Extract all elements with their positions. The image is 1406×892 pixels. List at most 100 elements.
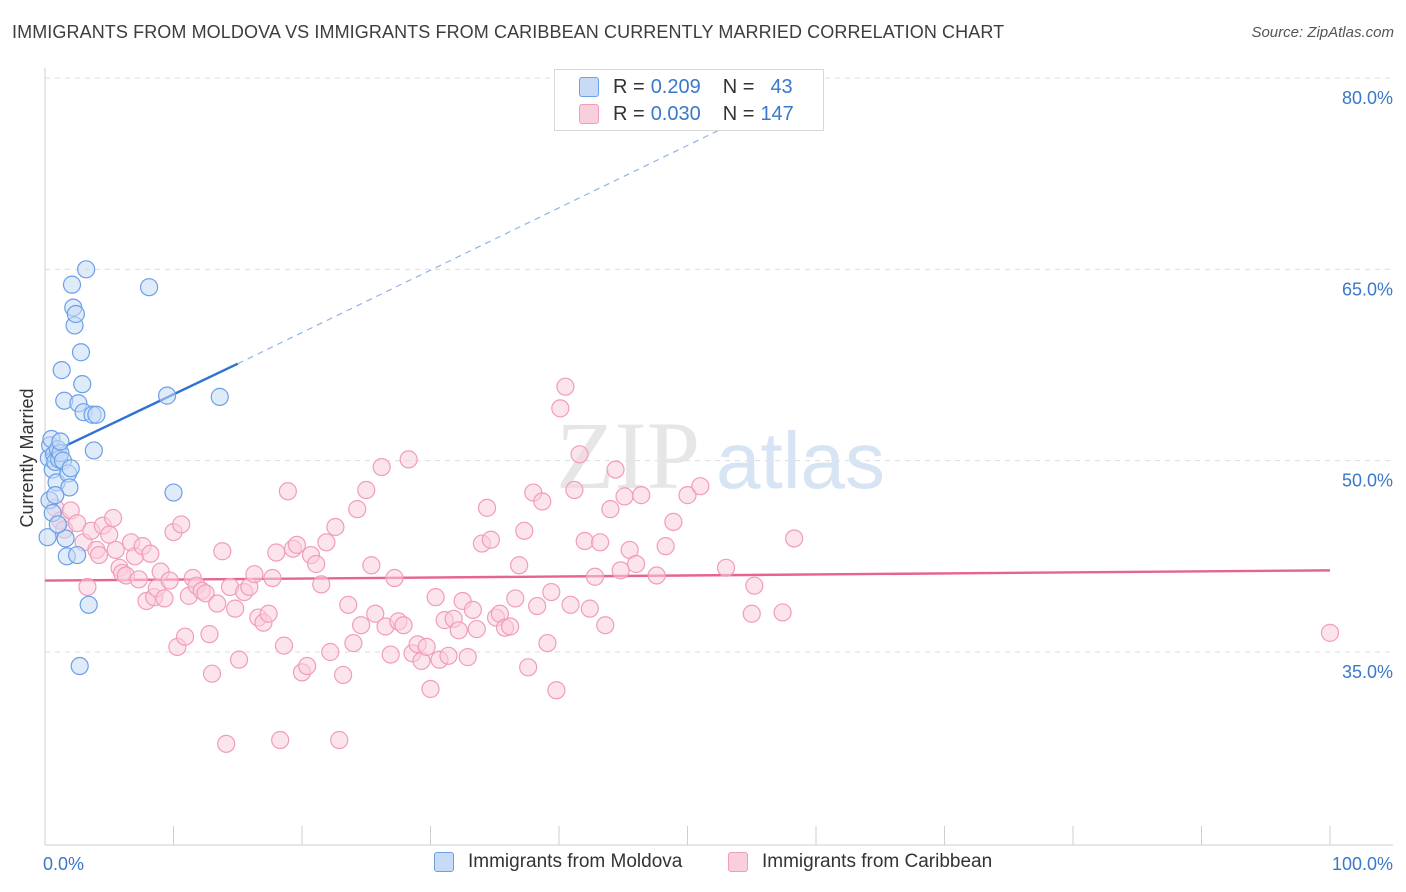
caribbean-point-85 — [417, 637, 436, 656]
caribbean-point-69 — [344, 633, 363, 653]
caribbean-point-77 — [381, 645, 400, 664]
moldova-point-26 — [71, 343, 91, 362]
caribbean-legend-swatch — [728, 852, 748, 872]
legend-item-caribbean: Immigrants from Caribbean — [728, 851, 992, 873]
chart-title: IMMIGRANTS FROM MOLDOVA VS IMMIGRANTS FR… — [12, 22, 1005, 42]
stats-row-caribbean: R = 0.030 N = 147 — [579, 102, 794, 126]
moldova-point-11 — [52, 361, 71, 380]
caribbean-point-65 — [326, 517, 345, 537]
y-tick-label-65: 65.0% — [1342, 279, 1393, 299]
caribbean-point-114 — [551, 399, 570, 418]
moldova-point-33 — [87, 405, 106, 424]
stats-row-moldova: R = 0.209 N = 43 — [579, 75, 793, 99]
n-label: N = — [722, 75, 755, 98]
caribbean-point-37 — [200, 625, 219, 644]
caribbean-point-27 — [160, 571, 179, 590]
caribbean-point-41 — [217, 734, 236, 753]
caribbean-point-94 — [458, 648, 477, 667]
caribbean-point-104 — [506, 589, 525, 608]
caribbean-point-138 — [745, 576, 764, 595]
caribbean-point-140 — [785, 529, 804, 548]
r-label: R = — [613, 75, 645, 98]
caribbean-point-121 — [585, 567, 605, 586]
caribbean-point-86 — [421, 679, 440, 699]
moldova-point-41 — [210, 387, 229, 406]
caribbean-point-126 — [611, 561, 630, 580]
caribbean-point-98 — [477, 498, 497, 517]
caribbean-point-120 — [580, 599, 599, 618]
caribbean-point-78 — [385, 568, 404, 588]
moldova-trend-line — [44, 362, 239, 457]
gridlines — [45, 77, 1393, 653]
caribbean-point-64 — [321, 642, 340, 662]
caribbean-point-117 — [565, 480, 584, 500]
caribbean-point-38 — [202, 664, 222, 683]
r-label: R = — [613, 102, 645, 125]
caribbean-point-63 — [317, 533, 336, 552]
caribbean-point-113 — [547, 681, 566, 700]
caribbean-point-57 — [287, 535, 306, 554]
caribbean-point-81 — [399, 450, 418, 469]
y-tick-label-35: 35.0% — [1342, 662, 1393, 682]
caribbean-point-131 — [647, 566, 666, 585]
caribbean-point-71 — [352, 616, 371, 635]
series-moldova-points — [38, 260, 229, 676]
caribbean-point-111 — [538, 633, 557, 653]
caribbean-point-44 — [229, 650, 249, 669]
caribbean-point-80 — [394, 616, 413, 635]
caribbean-point-12 — [104, 508, 123, 528]
caribbean-point-43 — [226, 599, 245, 618]
caribbean-point-22 — [141, 544, 160, 563]
caribbean-point-125 — [606, 460, 625, 479]
moldova-point-25 — [70, 656, 89, 676]
moldova-point-19 — [62, 275, 82, 294]
caribbean-point-95 — [463, 600, 483, 620]
moldova-point-23 — [68, 545, 87, 565]
watermark-atlas: atlas — [716, 416, 885, 505]
caribbean-point-62 — [312, 575, 331, 594]
series-legend: Immigrants from Moldova Immigrants from … — [0, 851, 1406, 877]
caribbean-point-70 — [348, 500, 367, 519]
legend-item-moldova: Immigrants from Moldova — [434, 851, 682, 873]
series-caribbean-points — [46, 377, 1340, 753]
caribbean-point-116 — [561, 595, 580, 614]
r-value: 0.209 — [650, 75, 701, 98]
caribbean-point-50 — [259, 604, 278, 623]
legend-label-caribbean: Immigrants from Caribbean — [762, 851, 993, 872]
caribbean-point-13 — [106, 540, 125, 560]
caribbean-point-110 — [533, 492, 552, 511]
caribbean-point-129 — [626, 554, 646, 574]
caribbean-point-11 — [100, 525, 119, 544]
caribbean-point-106 — [515, 521, 534, 540]
caribbean-point-72 — [357, 480, 376, 500]
caribbean-point-36 — [196, 584, 215, 603]
caribbean-point-67 — [334, 665, 353, 685]
moldova-point-29 — [77, 260, 96, 279]
caribbean-point-90 — [439, 646, 458, 665]
caribbean-point-130 — [632, 486, 651, 505]
caribbean-point-51 — [263, 568, 282, 588]
moldova-point-32 — [84, 441, 103, 460]
caribbean-point-134 — [678, 486, 697, 505]
caribbean-point-119 — [575, 531, 594, 551]
caribbean-point-26 — [155, 589, 174, 608]
caribbean-point-4 — [68, 514, 87, 533]
legend-label-moldova: Immigrants from Moldova — [468, 851, 683, 872]
y-tick-label-80: 80.0% — [1342, 88, 1393, 108]
moldova-point-42 — [48, 515, 67, 534]
source-credit: Source: ZipAtlas.com — [1251, 24, 1394, 41]
moldova-point-36 — [46, 486, 65, 505]
tick-labels: 35.0% 50.0% 65.0% 80.0% 0.0% 100.0% — [43, 88, 1393, 874]
caribbean-point-19 — [129, 570, 148, 589]
caribbean-point-52 — [267, 543, 286, 562]
caribbean-point-107 — [519, 658, 538, 677]
caribbean-point-115 — [556, 377, 575, 396]
zipatlas-watermark: ZIP atlas — [556, 402, 885, 509]
moldova-point-37 — [51, 432, 70, 451]
caribbean-point-73 — [362, 556, 381, 575]
y-axis-title: Currently Married — [17, 388, 37, 527]
caribbean-point-141 — [1320, 623, 1340, 642]
caribbean-point-123 — [596, 616, 615, 635]
caribbean-point-137 — [742, 604, 761, 623]
